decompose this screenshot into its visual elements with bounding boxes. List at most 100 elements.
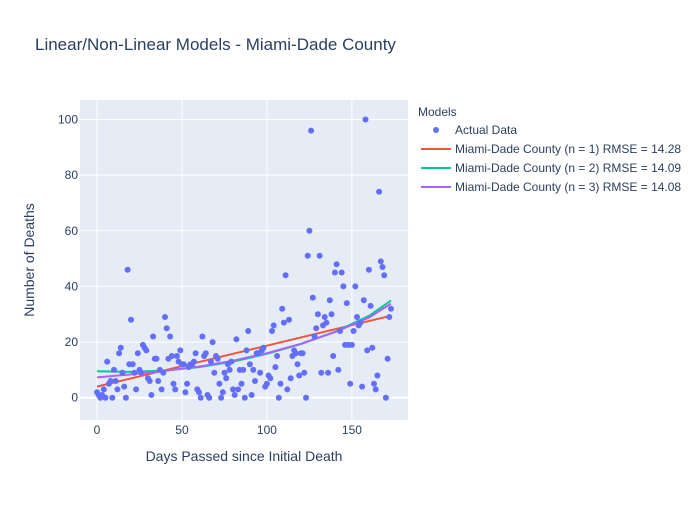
data-point [196, 389, 202, 396]
data-point [248, 392, 255, 398]
data-point [263, 380, 270, 387]
legend-entry-label: Miami-Dade County (n = 1) RMSE = 14.28 [455, 142, 681, 156]
data-point [219, 389, 226, 396]
data-point [386, 314, 393, 320]
data-point [102, 394, 109, 401]
data-point [226, 366, 233, 373]
data-point [381, 272, 388, 279]
data-point [313, 325, 320, 332]
data-point [235, 386, 242, 393]
data-point [124, 266, 131, 273]
x-axis-label: Days Passed since Initial Death [146, 448, 343, 464]
data-point [238, 380, 245, 387]
y-axis-label: Number of Deaths [21, 203, 37, 317]
data-point [364, 347, 371, 354]
data-point [326, 297, 333, 304]
data-point [337, 328, 343, 334]
data-point [335, 366, 342, 373]
data-point [148, 392, 155, 398]
data-point [277, 380, 284, 387]
data-point [133, 386, 140, 393]
data-point [216, 380, 223, 387]
legend-entry-label: Actual Data [455, 123, 517, 137]
data-point [352, 283, 359, 290]
legend-entry-label: Miami-Dade County (n = 3) RMSE = 14.08 [455, 180, 681, 194]
data-point [121, 383, 128, 390]
data-point [388, 305, 394, 312]
data-point [272, 364, 279, 371]
data-point [180, 361, 187, 368]
data-point [206, 394, 213, 401]
data-point [301, 369, 308, 376]
data-point [348, 341, 355, 348]
data-point [160, 369, 167, 376]
data-point [100, 386, 107, 393]
y-tick-label: 20 [65, 335, 79, 349]
data-point [167, 333, 174, 340]
data-point [318, 369, 325, 376]
y-tick-label: 80 [65, 168, 79, 182]
data-point [119, 369, 126, 376]
legend-swatch-marker [433, 127, 439, 133]
data-point [252, 378, 258, 384]
data-point [377, 258, 384, 265]
chart-title: Linear/Non-Linear Models - Miami-Dade Co… [35, 35, 396, 54]
data-point [153, 355, 160, 362]
data-point [146, 378, 153, 384]
data-point [240, 366, 247, 373]
data-point [109, 394, 116, 401]
data-point [116, 350, 123, 357]
data-point [143, 347, 150, 354]
data-point [243, 347, 250, 354]
data-point [303, 394, 309, 401]
data-point [382, 394, 389, 401]
data-point [150, 333, 157, 340]
data-point [304, 252, 311, 259]
data-point [131, 369, 138, 376]
data-point [309, 294, 316, 301]
data-point [350, 328, 357, 334]
data-point [104, 358, 111, 365]
data-point [282, 272, 289, 279]
data-point [275, 394, 282, 401]
x-tick-label: 0 [94, 423, 101, 437]
data-point [260, 344, 267, 351]
data-point [292, 350, 299, 357]
data-point [269, 328, 275, 334]
data-point [384, 355, 391, 362]
data-point [122, 394, 129, 401]
data-point [328, 311, 335, 318]
data-point [306, 227, 313, 234]
data-point [331, 269, 338, 276]
data-point [362, 116, 369, 123]
data-point [267, 375, 274, 382]
data-point [112, 378, 119, 384]
data-point [308, 127, 315, 134]
legend[interactable]: Models Actual Data Miami-Dade County (n =… [418, 105, 681, 194]
x-tick-label: 50 [175, 423, 189, 437]
data-point [209, 339, 216, 346]
data-point [228, 358, 235, 365]
data-point [207, 358, 214, 365]
x-tick-label: 150 [342, 423, 362, 437]
data-point [360, 297, 367, 304]
data-point [190, 358, 197, 365]
data-point [340, 283, 347, 290]
data-point [311, 333, 318, 340]
data-point [182, 389, 189, 396]
y-tick-label: 100 [58, 112, 78, 126]
data-point [299, 350, 306, 357]
x-tick-label: 100 [257, 423, 277, 437]
data-point [168, 353, 175, 359]
data-point [379, 264, 386, 270]
data-point [333, 261, 340, 268]
x-tick-labels: 0 50 100 150 [94, 423, 363, 437]
data-point [223, 375, 230, 382]
data-point [330, 353, 337, 359]
data-point [155, 378, 162, 384]
y-tick-labels: 0 20 40 60 80 100 [58, 112, 78, 404]
data-point [162, 314, 168, 320]
data-point [374, 372, 381, 379]
data-point [284, 386, 291, 393]
